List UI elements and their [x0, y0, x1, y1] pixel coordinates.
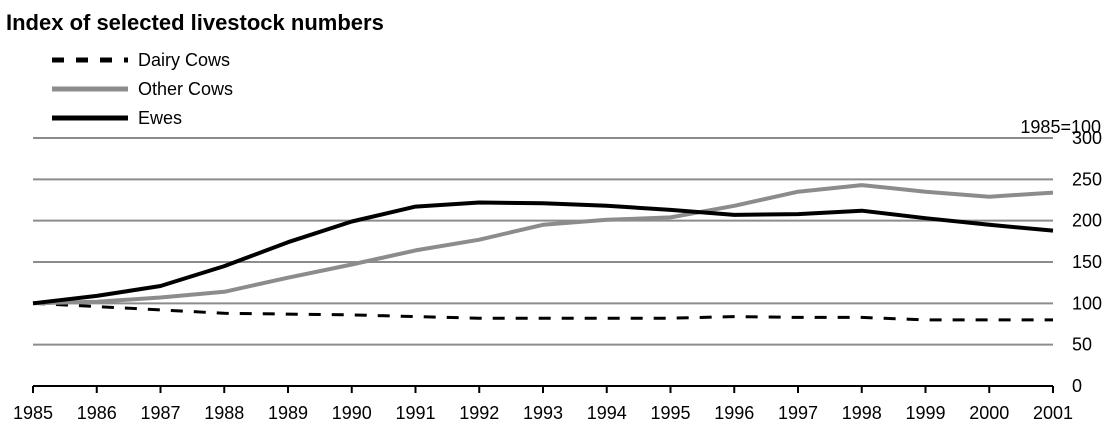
- y-axis: 0 50 100 150 200 250 300: [1072, 128, 1102, 396]
- x-tick-label: 1997: [778, 403, 818, 423]
- legend-label-other-cows: Other Cows: [138, 79, 233, 99]
- x-tick-label: 1986: [77, 403, 117, 423]
- x-tick-label: 1995: [650, 403, 690, 423]
- x-tick-label: 1987: [140, 403, 180, 423]
- x-tick-label: 1993: [523, 403, 563, 423]
- x-tick-label: 1994: [587, 403, 627, 423]
- y-tick-label: 250: [1072, 169, 1102, 189]
- y-tick-label: 300: [1072, 128, 1102, 148]
- gridlines: [33, 137, 1053, 346]
- y-tick-label: 0: [1072, 376, 1082, 396]
- x-tick-label: 1985: [13, 403, 53, 423]
- x-tick-label: 2000: [969, 403, 1009, 423]
- x-tick-label: 1991: [395, 403, 435, 423]
- series-line-dairy-cows: [32, 301, 1053, 322]
- series-line-ewes: [32, 200, 1054, 306]
- y-tick-label: 150: [1072, 252, 1102, 272]
- y-tick-label: 100: [1072, 293, 1102, 313]
- x-tick-label: 1989: [268, 403, 308, 423]
- x-tick-label: 1996: [714, 403, 754, 423]
- chart-title: Index of selected livestock numbers: [6, 10, 384, 35]
- y-tick-label: 200: [1072, 211, 1102, 231]
- x-axis: 1985 1986 1987 1988 1989 1990 1991 1992 1993 1994…: [13, 385, 1073, 423]
- legend-label-dairy-cows: Dairy Cows: [138, 50, 230, 70]
- legend: Dairy Cows Other Cows Ewes: [52, 50, 233, 128]
- legend-label-ewes: Ewes: [138, 108, 182, 128]
- index-base-note: 1985=100: [1020, 117, 1101, 137]
- x-tick-label: 1990: [332, 403, 372, 423]
- series-lines: [32, 183, 1054, 322]
- x-tick-label: 1992: [459, 403, 499, 423]
- x-tick-label: 2001: [1033, 403, 1073, 423]
- series-line-other-cows: [32, 183, 1054, 306]
- x-tick-label: 1988: [204, 403, 244, 423]
- x-tick-label: 1998: [842, 403, 882, 423]
- y-tick-label: 50: [1072, 335, 1092, 355]
- x-tick-label: 1999: [905, 403, 945, 423]
